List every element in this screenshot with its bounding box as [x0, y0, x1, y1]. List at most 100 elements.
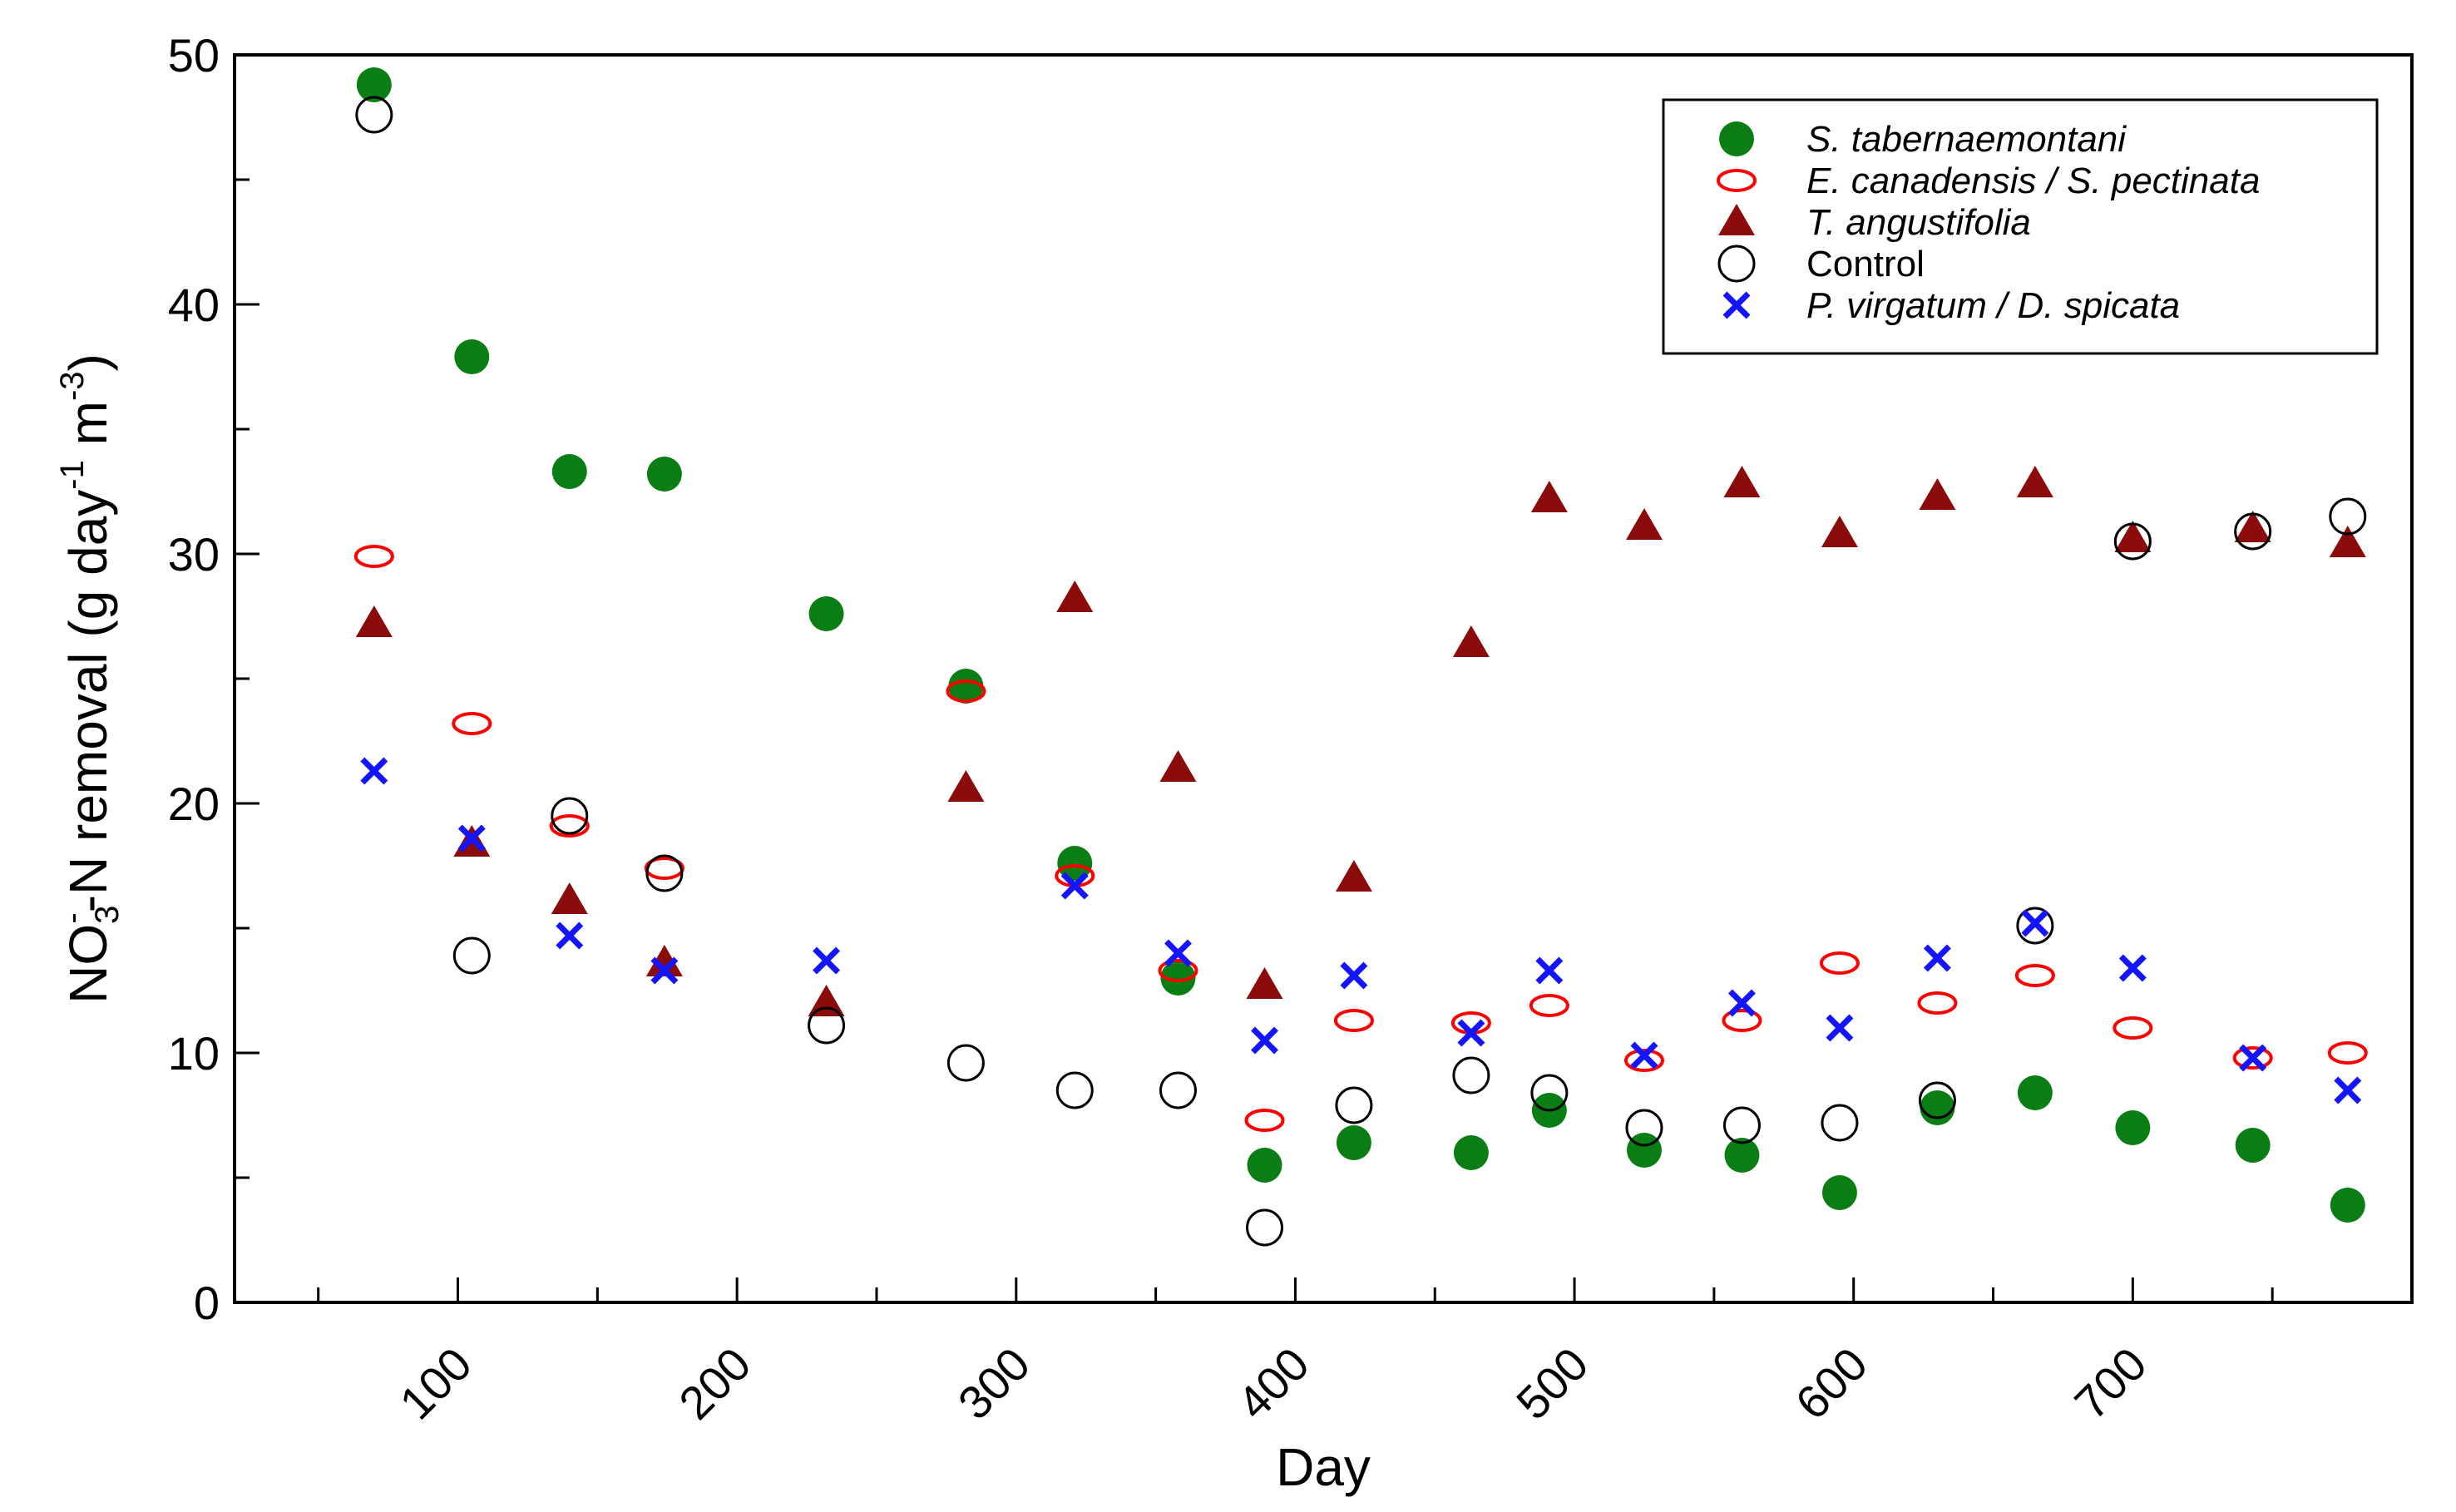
- y-tick-label: 0: [194, 1277, 220, 1329]
- data-point: [1630, 1041, 1658, 1070]
- data-point: [1821, 1175, 1857, 1210]
- x-marker-stroke: [556, 922, 584, 950]
- data-point: [1918, 1081, 1956, 1119]
- data-point: [2016, 466, 2053, 497]
- data-point: [946, 679, 986, 703]
- data-point: [1724, 1138, 1760, 1173]
- data-point: [2235, 1128, 2271, 1163]
- series-1: [353, 545, 2368, 1132]
- series-0: [356, 67, 2365, 1223]
- data-point: [2017, 1075, 2053, 1110]
- data-point: [1336, 1125, 1371, 1160]
- x-tick-label: 500: [1506, 1337, 1599, 1430]
- data-point: [645, 945, 683, 976]
- x-marker-stroke: [1722, 291, 1751, 319]
- x-tick-label: 300: [948, 1337, 1040, 1430]
- data-point: [1625, 1109, 1663, 1147]
- legend-marker-4: [1722, 291, 1751, 319]
- data-point: [1923, 944, 1951, 972]
- data-point: [2327, 1041, 2368, 1065]
- data-point: [2014, 964, 2055, 987]
- data-point: [1529, 994, 1569, 1017]
- data-point: [2016, 907, 2054, 945]
- data-point: [1625, 508, 1663, 540]
- x-marker-stroke: [1457, 1019, 1485, 1047]
- data-point: [808, 596, 844, 631]
- x-tick-label: 200: [669, 1337, 761, 1430]
- data-point: [353, 545, 394, 568]
- data-point: [2234, 511, 2271, 542]
- data-point: [1159, 750, 1197, 782]
- series-4: [360, 757, 2362, 1104]
- x-marker-stroke: [1340, 961, 1368, 990]
- data-point: [645, 854, 684, 892]
- legend-marker-1: [1717, 169, 1757, 192]
- data-point: [1452, 1056, 1490, 1094]
- data-point: [1333, 1009, 1374, 1032]
- legend-marker-3: [1717, 245, 1756, 283]
- data-point: [948, 669, 984, 704]
- data-point: [1920, 1090, 1955, 1125]
- x-tick-label: 100: [389, 1337, 482, 1430]
- data-point: [1819, 951, 1860, 975]
- data-point: [2113, 522, 2152, 561]
- data-point: [1335, 1086, 1373, 1124]
- data-point: [1244, 1109, 1285, 1132]
- data-point: [1056, 581, 1094, 612]
- data-point: [1060, 872, 1089, 900]
- data-point: [1055, 1071, 1094, 1109]
- data-point: [2113, 1016, 2153, 1040]
- data-point: [1457, 1019, 1485, 1047]
- data-point: [646, 457, 682, 492]
- data-point: [1919, 478, 1956, 510]
- data-point: [1452, 625, 1490, 657]
- data-point: [1626, 1133, 1662, 1168]
- data-point: [808, 1006, 846, 1045]
- data-point: [1530, 1074, 1569, 1112]
- data-point: [1722, 1106, 1761, 1144]
- data-point: [1160, 961, 1196, 996]
- data-point: [1727, 989, 1756, 1017]
- x-marker-stroke: [1164, 939, 1192, 967]
- data-point: [1247, 1148, 1282, 1183]
- data-point: [946, 1044, 985, 1082]
- x-marker-stroke: [813, 946, 841, 975]
- x-marker-stroke: [650, 956, 679, 985]
- data-point: [551, 882, 588, 914]
- x-axis-title: Day: [1276, 1437, 1371, 1497]
- data-point: [551, 797, 589, 835]
- series-2: [355, 466, 2366, 1016]
- x-marker-stroke: [1535, 956, 1564, 985]
- data-point: [1530, 481, 1568, 512]
- legend: S. tabernaemontani E. canadensis / S. pe…: [1662, 98, 2379, 355]
- legend-label-control: Control: [1806, 244, 1925, 284]
- data-point: [2329, 497, 2367, 536]
- x-marker-stroke: [1826, 1014, 1854, 1042]
- data-point: [1251, 1026, 1278, 1055]
- data-point: [2115, 1110, 2151, 1145]
- data-point: [1722, 1009, 1762, 1032]
- data-point: [452, 712, 492, 735]
- legend-label-e-canadensis: E. canadensis / S. pectinata: [1806, 161, 2260, 201]
- y-tick-label: 20: [168, 778, 220, 830]
- x-marker-stroke: [1923, 944, 1951, 972]
- legend-label-s-tabernaemontani: S. tabernaemontani: [1806, 119, 2127, 160]
- data-point: [1821, 516, 1858, 547]
- data-point: [1623, 1049, 1664, 1072]
- data-point: [2118, 954, 2147, 982]
- data-point: [1917, 991, 1958, 1015]
- x-marker-stroke: [2021, 909, 2049, 937]
- data-point: [2329, 526, 2366, 557]
- data-point: [2239, 1044, 2267, 1072]
- x-marker-stroke: [2239, 1044, 2267, 1072]
- x-marker-stroke: [1630, 1041, 1658, 1070]
- legend-marker-2: [1718, 204, 1755, 235]
- data-point: [551, 454, 587, 489]
- data-point: [2334, 1076, 2362, 1104]
- data-point: [1335, 860, 1372, 892]
- data-point: [644, 857, 684, 880]
- y-tick-label: 50: [168, 29, 220, 82]
- data-point: [813, 946, 841, 975]
- data-point: [2114, 521, 2152, 552]
